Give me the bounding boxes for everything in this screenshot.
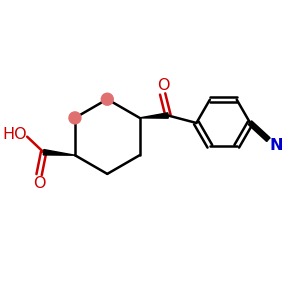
Polygon shape xyxy=(43,150,75,155)
Text: O: O xyxy=(157,77,169,92)
Circle shape xyxy=(69,112,81,124)
Text: O: O xyxy=(33,176,45,191)
Polygon shape xyxy=(140,113,168,118)
Circle shape xyxy=(101,93,113,105)
Text: N: N xyxy=(270,139,283,154)
Text: HO: HO xyxy=(2,127,27,142)
